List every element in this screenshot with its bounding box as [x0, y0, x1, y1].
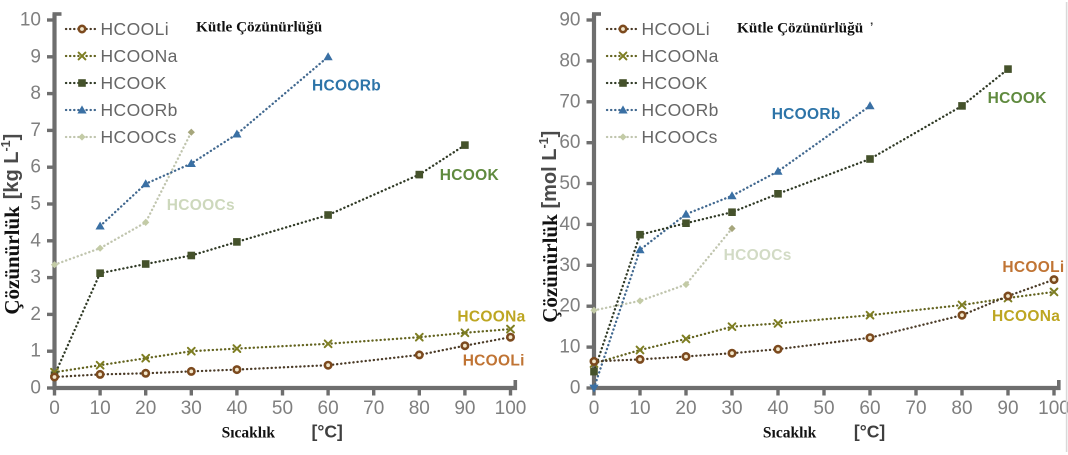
svg-text:HCOOCs: HCOOCs	[724, 247, 792, 264]
svg-text:HCOOLi: HCOOLi	[463, 353, 525, 370]
svg-text:Çözünürlük: Çözünürlük	[0, 206, 24, 315]
svg-text:2: 2	[30, 304, 41, 325]
svg-text:70: 70	[559, 91, 580, 112]
svg-text:50: 50	[813, 398, 834, 419]
svg-text:HCOONa: HCOONa	[101, 46, 178, 66]
svg-text:70: 70	[905, 398, 926, 419]
svg-text:Kütle Çözünürlüğü: Kütle Çözünürlüğü	[737, 20, 864, 37]
svg-text:Kütle Çözünürlüğü: Kütle Çözünürlüğü	[196, 19, 323, 36]
svg-text:30: 30	[559, 255, 580, 276]
svg-text:Sıcaklık: Sıcaklık	[763, 425, 817, 442]
svg-text:80: 80	[951, 398, 972, 419]
svg-text:HCOOCs: HCOOCs	[167, 197, 235, 214]
svg-text:20: 20	[675, 398, 696, 419]
svg-text:50: 50	[559, 173, 580, 194]
svg-text:HCOORb: HCOORb	[642, 100, 719, 120]
svg-text:50: 50	[272, 398, 293, 419]
svg-text:70: 70	[363, 398, 384, 419]
svg-text:0: 0	[570, 378, 581, 399]
svg-text:100: 100	[1038, 398, 1068, 419]
svg-text:[°C]: [°C]	[854, 422, 885, 442]
svg-text:8: 8	[30, 83, 41, 104]
svg-text:HCOORb: HCOORb	[772, 106, 841, 123]
svg-text:HCOORb: HCOORb	[101, 100, 178, 120]
svg-text:Sıcaklık: Sıcaklık	[222, 425, 276, 442]
svg-text:0: 0	[49, 398, 60, 419]
svg-text:1: 1	[30, 341, 41, 362]
svg-text:40: 40	[559, 214, 580, 235]
svg-text:20: 20	[559, 296, 580, 317]
svg-text:6: 6	[30, 157, 41, 178]
svg-text:HCOONa: HCOONa	[992, 308, 1060, 325]
svg-text:HCOOLi: HCOOLi	[642, 19, 711, 39]
svg-text:7: 7	[30, 120, 41, 141]
svg-text:HCOORb: HCOORb	[312, 78, 381, 95]
svg-text:10: 10	[20, 10, 41, 31]
svg-text:90: 90	[997, 398, 1018, 419]
svg-text:’: ’	[870, 20, 873, 34]
svg-text:5: 5	[30, 194, 41, 215]
svg-text:3: 3	[30, 267, 41, 288]
svg-text:30: 30	[181, 398, 202, 419]
svg-text:HCOOLi: HCOOLi	[101, 19, 170, 39]
svg-text:HCOONa: HCOONa	[457, 309, 525, 326]
svg-text:HCOONa: HCOONa	[642, 46, 719, 66]
svg-text:0: 0	[589, 398, 600, 419]
svg-text:0: 0	[30, 378, 41, 399]
svg-text:60: 60	[559, 132, 580, 153]
svg-text:4: 4	[30, 230, 41, 251]
svg-text:80: 80	[409, 398, 430, 419]
svg-text:100: 100	[495, 398, 527, 419]
svg-text:HCOOK: HCOOK	[988, 90, 1048, 107]
svg-text:80: 80	[559, 50, 580, 71]
svg-text:90: 90	[454, 398, 475, 419]
svg-text:20: 20	[135, 398, 156, 419]
svg-text:60: 60	[859, 398, 880, 419]
svg-text:60: 60	[318, 398, 339, 419]
svg-text:Çözünürlük: Çözünürlük	[538, 214, 562, 323]
svg-text:10: 10	[90, 398, 111, 419]
svg-text:[°C]: [°C]	[312, 422, 343, 442]
svg-text:40: 40	[226, 398, 247, 419]
svg-text:90: 90	[559, 10, 580, 31]
svg-text:10: 10	[629, 398, 650, 419]
svg-text:9: 9	[30, 46, 41, 67]
svg-text:HCOOLi: HCOOLi	[1002, 259, 1064, 276]
svg-text:30: 30	[721, 398, 742, 419]
svg-text:10: 10	[559, 337, 580, 358]
svg-text:40: 40	[767, 398, 788, 419]
svg-text:HCOOK: HCOOK	[440, 167, 500, 184]
svg-text:HCOOCs: HCOOCs	[642, 127, 718, 147]
svg-text:HCOOK: HCOOK	[642, 73, 708, 93]
svg-text:HCOOCs: HCOOCs	[101, 127, 177, 147]
svg-text:HCOOK: HCOOK	[101, 73, 167, 93]
